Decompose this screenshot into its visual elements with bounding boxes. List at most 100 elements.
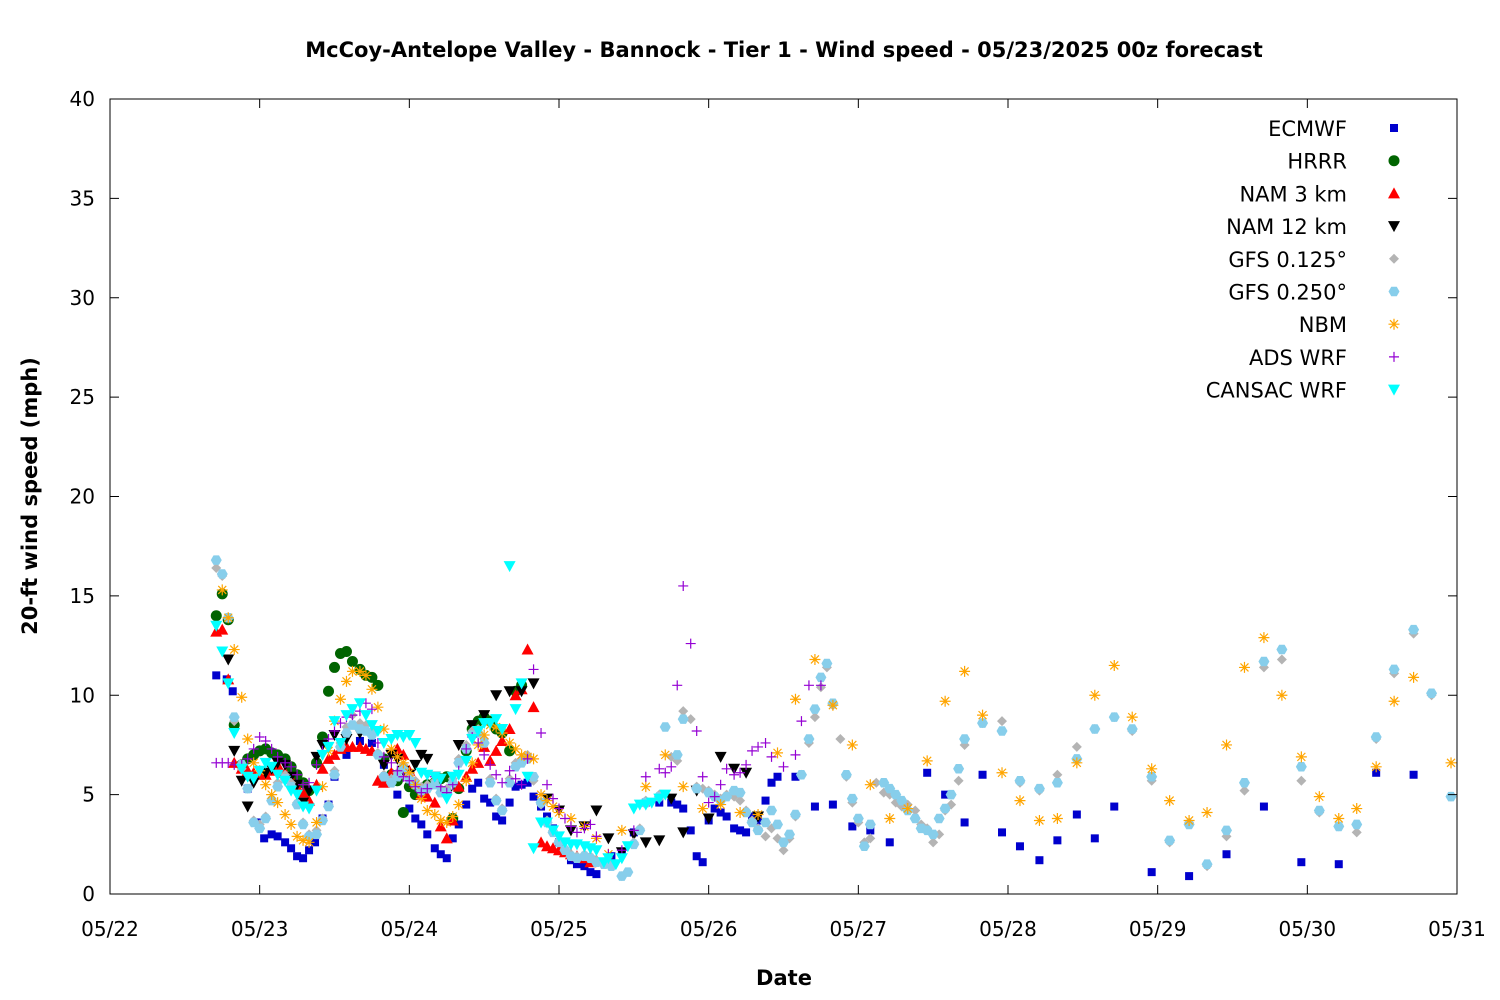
point-ads-wrf: [548, 793, 559, 804]
y-tick-label: 25: [70, 385, 95, 409]
point-cansac-wrf: [235, 763, 248, 775]
point-ecmwf: [866, 826, 875, 835]
point-ads-wrf: [304, 777, 315, 788]
point-cansac-wrf: [340, 710, 353, 722]
point-nbm: [490, 721, 502, 733]
point-nbm: [541, 795, 553, 807]
point-gfs-0-250: [1126, 724, 1138, 734]
point-ecmwf: [1222, 850, 1231, 859]
point-gfs-0-250: [484, 777, 496, 788]
point-nbm: [354, 665, 366, 677]
x-axis-label: Date: [756, 966, 812, 990]
point-nbm: [864, 779, 876, 791]
point-ads-wrf: [628, 825, 639, 836]
point-nam-12-km: [602, 833, 615, 845]
point-gfs-0-125: [735, 795, 746, 806]
point-gfs-0-125: [1276, 654, 1287, 665]
point-gfs-0-250: [846, 793, 858, 804]
point-gfs-0-250: [1033, 783, 1045, 794]
point-ads-wrf: [461, 743, 472, 754]
x-tick-label: 05/22: [81, 917, 139, 941]
legend-marker-ecmwf: [1390, 124, 1398, 132]
point-cansac-wrf: [365, 720, 378, 732]
point-nbm: [1146, 763, 1158, 775]
point-ecmwf: [423, 830, 432, 839]
point-ecmwf: [260, 834, 269, 843]
point-ecmwf: [998, 828, 1007, 837]
point-gfs-0-250: [1051, 777, 1063, 788]
point-ads-wrf: [654, 763, 665, 774]
point-nam-12-km: [222, 654, 235, 666]
legend-marker-nam-12-km: [1388, 221, 1400, 233]
legend-item-ads-wrf: ADS WRF: [1249, 346, 1399, 370]
point-hrrr: [372, 679, 384, 691]
point-ads-wrf: [335, 718, 346, 729]
point-cansac-wrf: [460, 755, 473, 767]
point-nbm: [1445, 757, 1457, 769]
point-ecmwf: [679, 804, 688, 813]
point-ads-wrf: [485, 759, 496, 770]
point-gfs-0-250: [1258, 656, 1270, 667]
point-hrrr: [340, 646, 352, 658]
point-gfs-0-250: [453, 758, 465, 768]
point-nbm: [228, 644, 240, 656]
point-ecmwf: [287, 844, 296, 853]
point-ecmwf: [1072, 810, 1081, 819]
point-ads-wrf: [735, 767, 746, 778]
point-ads-wrf: [473, 737, 484, 748]
point-ecmwf: [923, 768, 932, 777]
point-ads-wrf: [366, 704, 377, 715]
point-cansac-wrf: [452, 769, 465, 781]
point-ecmwf: [1090, 834, 1099, 843]
point-ecmwf: [848, 822, 857, 831]
point-nbm: [996, 767, 1008, 779]
point-nbm: [385, 743, 397, 755]
series-gfs-0-125: [211, 563, 1457, 882]
point-hrrr: [210, 610, 222, 622]
point-gfs-0-250: [752, 825, 764, 836]
point-nam-12-km: [714, 751, 727, 763]
y-axis-label: 20-ft wind speed (mph): [18, 357, 42, 635]
point-cansac-wrf: [271, 769, 284, 781]
point-cansac-wrf: [334, 737, 347, 749]
point-gfs-0-250: [977, 718, 989, 728]
point-gfs-0-250: [927, 829, 939, 840]
point-nam-12-km: [665, 793, 678, 805]
point-nam-12-km: [228, 745, 241, 757]
point-ads-wrf: [691, 726, 702, 737]
point-nbm: [977, 709, 989, 721]
point-ecmwf: [267, 830, 276, 839]
point-ads-wrf: [666, 761, 677, 772]
point-nbm: [734, 807, 746, 819]
point-nam-3-km: [428, 796, 441, 808]
point-nbm: [715, 799, 727, 811]
point-cansac-wrf: [615, 853, 628, 865]
point-gfs-0-250: [1313, 805, 1325, 816]
point-ecmwf: [572, 860, 581, 869]
point-nbm: [272, 797, 284, 809]
y-tick-label: 15: [70, 584, 95, 608]
point-cansac-wrf: [222, 678, 235, 690]
point-nbm: [1108, 659, 1120, 671]
point-cansac-wrf: [279, 775, 292, 787]
point-cansac-wrf: [590, 845, 603, 857]
point-gfs-0-250: [1146, 771, 1158, 782]
point-ads-wrf: [286, 761, 297, 772]
point-nam-3-km: [440, 832, 453, 844]
point-nbm: [403, 767, 415, 779]
point-nbm: [1201, 807, 1213, 819]
point-nbm: [397, 757, 409, 769]
point-gfs-0-250: [746, 817, 758, 828]
y-tick-label: 40: [70, 87, 95, 111]
point-nbm: [772, 747, 784, 759]
point-cansac-wrf: [371, 726, 384, 738]
point-cansac-wrf: [609, 859, 622, 871]
point-nbm: [939, 695, 951, 707]
point-ecmwf: [448, 834, 457, 843]
point-ads-wrf: [378, 751, 389, 762]
point-nbm: [565, 812, 577, 824]
point-cansac-wrf: [553, 831, 565, 843]
point-ads-wrf: [585, 819, 596, 830]
point-ecmwf: [1259, 802, 1268, 811]
legend-label: CANSAC WRF: [1206, 379, 1347, 403]
